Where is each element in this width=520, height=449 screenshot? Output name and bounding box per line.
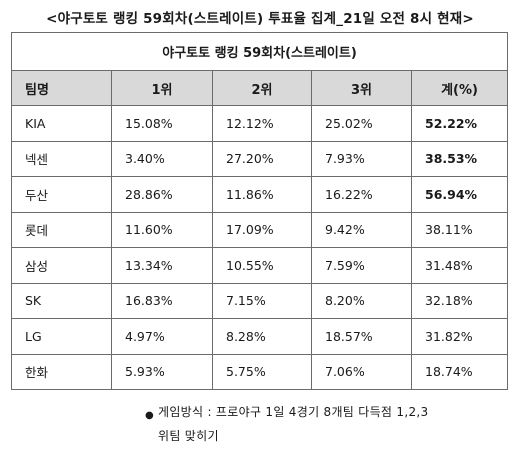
table-row: LG 4.97% 8.28% 18.57% 31.82%	[11, 318, 509, 355]
team-name: 삼성	[11, 247, 112, 284]
rank-3-rate: 16.22%	[311, 176, 412, 213]
header-team: 팀명	[11, 70, 112, 106]
team-name: 두산	[11, 176, 112, 213]
table-row: SK 16.83% 7.15% 8.20% 32.18%	[11, 282, 509, 319]
rank-2-rate: 12.12%	[212, 105, 312, 142]
rank-1-rate: 28.86%	[111, 176, 213, 213]
rank-2-rate: 5.75%	[212, 353, 312, 390]
rank-2-rate: 27.20%	[212, 140, 312, 177]
rank-2-rate: 17.09%	[212, 211, 312, 248]
note-line-1: 게임방식 : 프로야구 1일 4경기 8개팀 다득점 1,2,3	[158, 405, 429, 419]
total-rate: 38.11%	[410, 211, 509, 248]
rank-1-rate: 5.93%	[111, 353, 213, 390]
rank-1-rate: 11.60%	[111, 211, 213, 248]
total-rate: 38.53%	[410, 140, 509, 177]
table-row: KIA 15.08% 12.12% 25.02% 52.22%	[11, 105, 509, 142]
table-row: 넥센 3.40% 27.20% 7.93% 38.53%	[11, 140, 509, 177]
table-row: 삼성 13.34% 10.55% 7.59% 31.48%	[11, 247, 509, 284]
team-name: 한화	[11, 353, 112, 390]
total-rate: 31.48%	[410, 247, 509, 284]
vote-rate-table: 야구토토 랭킹 59회차(스트레이트) 팀명 1위 2위 3위 계(%) KIA…	[10, 32, 509, 390]
rank-3-rate: 7.59%	[311, 247, 412, 284]
rank-2-rate: 7.15%	[212, 282, 312, 319]
note-line-2: 위팀 맞히기	[158, 429, 219, 443]
rank-1-rate: 16.83%	[111, 282, 213, 319]
team-name: 롯데	[11, 211, 112, 248]
team-name: 넥센	[11, 140, 112, 177]
total-rate: 56.94%	[410, 176, 509, 213]
rank-3-rate: 9.42%	[311, 211, 412, 248]
total-rate: 32.18%	[410, 282, 509, 319]
total-rate: 31.82%	[410, 318, 509, 355]
rank-2-rate: 10.55%	[212, 247, 312, 284]
header-rank-3: 3위	[311, 70, 412, 106]
table-header-row: 팀명 1위 2위 3위 계(%)	[11, 70, 509, 106]
rank-1-rate: 4.97%	[111, 318, 213, 355]
total-rate: 52.22%	[410, 105, 509, 142]
table-row: 두산 28.86% 11.86% 16.22% 56.94%	[11, 176, 509, 213]
game-method-note: ● 게임방식 : 프로야구 1일 4경기 8개팀 다득점 1,2,3 위팀 맞히…	[145, 400, 429, 448]
table-row: 한화 5.93% 5.75% 7.06% 18.74%	[11, 353, 509, 390]
header-rank-1: 1위	[111, 70, 213, 106]
rank-3-rate: 7.06%	[311, 353, 412, 390]
bullet-icon: ●	[145, 410, 154, 421]
rank-3-rate: 18.57%	[311, 318, 412, 355]
rank-1-rate: 15.08%	[111, 105, 213, 142]
rank-3-rate: 25.02%	[311, 105, 412, 142]
team-name: KIA	[11, 105, 112, 142]
table-row: 롯데 11.60% 17.09% 9.42% 38.11%	[11, 211, 509, 248]
rank-2-rate: 11.86%	[212, 176, 312, 213]
rank-3-rate: 8.20%	[311, 282, 412, 319]
table-caption: 야구토토 랭킹 59회차(스트레이트)	[10, 32, 509, 71]
rank-3-rate: 7.93%	[311, 140, 412, 177]
rank-2-rate: 8.28%	[212, 318, 312, 355]
page-title: <야구토토 랭킹 59회차(스트레이트) 투표율 집계_21일 오전 8시 현재…	[46, 11, 474, 27]
total-rate: 18.74%	[410, 353, 509, 390]
rank-1-rate: 13.34%	[111, 247, 213, 284]
rank-1-rate: 3.40%	[111, 140, 213, 177]
team-name: SK	[11, 282, 112, 319]
header-rank-2: 2위	[212, 70, 312, 106]
team-name: LG	[11, 318, 112, 355]
header-total: 계(%)	[410, 70, 509, 106]
